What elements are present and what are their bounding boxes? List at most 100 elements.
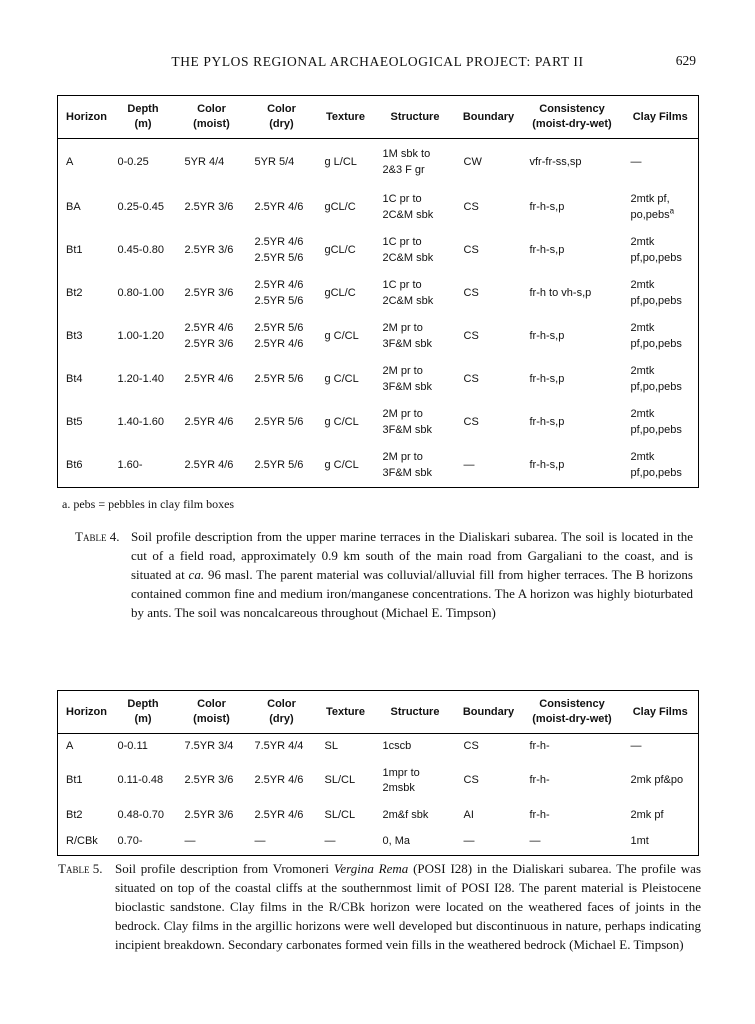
column-header: Depth (m) (127, 698, 159, 725)
column-header: Color (dry) (267, 103, 296, 130)
table-cell: 1mpr to 2msbk (382, 766, 420, 795)
column-header: Consistency (moist-dry-wet) (532, 103, 612, 130)
table-cell: CS (463, 373, 479, 386)
table-cell: Bt4 (66, 373, 83, 386)
table-cell: 2mtk pf, po,pebsa (630, 193, 675, 221)
table-cell: 5YR 5/4 (254, 155, 295, 168)
table-cell: Bt6 (66, 458, 83, 471)
column-header: Horizon (66, 705, 107, 718)
table-row: Bt1 0.45-0.80 2.5YR 3/6 2.5YR 4/6 2.5YR 5/6… (58, 230, 699, 273)
table-cell: — (630, 740, 642, 753)
table-cell: 7.5YR 4/4 (254, 740, 304, 753)
table-cell: 2.5YR 4/6 (254, 774, 304, 787)
table-cell: 2mk pf (630, 808, 664, 821)
table-cell: CS (463, 244, 479, 257)
table-cell: 1.40-1.60 (117, 416, 164, 429)
table-cell: 2.5YR 3/6 (184, 774, 234, 787)
table-cell: 0-0.25 (117, 155, 149, 168)
table-cell: — (324, 835, 336, 848)
table-cell: 1.00-1.20 (117, 330, 164, 343)
column-header: Clay Films (632, 705, 688, 718)
table-cell: 5YR 4/4 (184, 155, 225, 168)
page-title: THE PYLOS REGIONAL ARCHAEOLOGICAL PROJEC… (171, 54, 584, 69)
page-number: 629 (675, 53, 696, 68)
table-row: Bt3 1.00-1.20 2.5YR 4/6 2.5YR 3/6 2.5YR 5/6… (58, 316, 699, 359)
table-cell: fr-h to vh-s,p (529, 287, 592, 300)
table-cell: A (66, 155, 74, 168)
table-row: A 0-0.25 5YR 4/4 5YR 5/4 g L/CL 1M sbk to 2&3… (58, 139, 699, 187)
table-cell: 2.5YR 4/6 (184, 373, 234, 386)
table-cell: fr-h- (529, 808, 550, 821)
column-header: Texture (326, 705, 365, 718)
caption-italic-text: ca. (188, 567, 205, 582)
table-cell: Bt2 (66, 287, 83, 300)
table-cell: 0.11-0.48 (117, 774, 164, 787)
column-header: Clay Films (632, 110, 688, 123)
table-cell: 2.5YR 4/6 (254, 808, 304, 821)
table-cell: 2mtk pf,po,pebs (630, 450, 682, 479)
table-cell: — (463, 458, 475, 471)
table-cell: 2.5YR 3/6 (184, 244, 234, 257)
column-header: Horizon (66, 110, 107, 123)
table-cell: CS (463, 416, 479, 429)
table-cell: 2M pr to 3F&M sbk (382, 450, 433, 479)
table-cell: — (463, 835, 475, 848)
column-header: Color (dry) (267, 698, 296, 725)
table-cell: 1cscb (382, 740, 412, 753)
table-cell: 1C pr to 2C&M sbk (382, 193, 434, 221)
footnote-marker: a (669, 206, 675, 216)
header-row: Horizon Depth (m) Color (moist) Color (dry)… (57, 691, 699, 734)
column-header: Color (moist) (193, 103, 230, 130)
soil-profile-table-4: Horizon Depth (m) Color (moist) Color (dry)… (57, 95, 699, 488)
table-row: Bt2 0.48-0.70 2.5YR 3/6 2.5YR 4/6 SL/CL 2m&f … (58, 802, 699, 829)
table-cell: SL/CL (324, 808, 356, 821)
table5-caption-text: Soil profile description from Vromoneri … (115, 859, 701, 954)
table-cell: — (254, 835, 266, 848)
column-header: Boundary (462, 110, 515, 123)
table-cell: fr-h- (529, 740, 550, 753)
table-cell: fr-h-s,p (529, 416, 565, 429)
table-cell: 1.60- (117, 458, 143, 471)
table-cell: 1.20-1.40 (117, 373, 164, 386)
table-cell: fr-h-s,p (529, 201, 565, 214)
table-cell: 2mtk pf,po,pebs (630, 408, 682, 436)
table-cell: g C/CL (324, 416, 359, 429)
table-cell: CS (463, 201, 479, 214)
table4-caption-text: Soil profile description from the upper … (131, 527, 693, 622)
table-cell: Bt3 (66, 330, 83, 343)
running-head: THE PYLOS REGIONAL ARCHAEOLOGICAL PROJEC… (0, 53, 755, 71)
table-cell: CW (463, 155, 482, 168)
table-cell: 2.5YR 5/6 2.5YR 4/6 (254, 322, 304, 350)
table-cell: 2mk pf&po (630, 774, 684, 787)
table-cell: 2.5YR 3/6 (184, 201, 234, 214)
table-cell: 0.45-0.80 (117, 244, 164, 257)
table-cell: CS (463, 740, 479, 753)
table-cell: fr-h-s,p (529, 330, 565, 343)
caption-text: 96 masl. The parent material was colluvi… (131, 567, 693, 620)
table-cell: Bt1 (66, 774, 83, 787)
table-cell: 0.80-1.00 (117, 287, 164, 300)
table-cell: 2M pr to 3F&M sbk (382, 322, 433, 350)
table-cell: AI (463, 808, 474, 821)
table-cell: Bt5 (66, 416, 83, 429)
column-header: Structure (390, 705, 440, 718)
table-row: Bt2 0.80-1.00 2.5YR 3/6 2.5YR 4/6 2.5YR 5/6… (58, 273, 699, 316)
caption-text: Soil profile description from Vromoneri (115, 861, 334, 876)
table-cell: 2.5YR 5/6 (254, 373, 304, 386)
table-cell: Bt1 (66, 244, 83, 257)
table5-caption-label: Table 5. (58, 861, 103, 876)
table-cell: 2.5YR 4/6 (184, 458, 234, 471)
caption-italic-text: Vergina Rema (333, 861, 409, 876)
table-cell: 2.5YR 4/6 2.5YR 5/6 (254, 279, 304, 307)
table-cell: g C/CL (324, 330, 359, 343)
table-cell: 2.5YR 4/6 (254, 201, 304, 214)
table-row: BA 0.25-0.45 2.5YR 3/6 2.5YR 4/6 gCL/C 1C pr … (58, 187, 699, 230)
table-cell: 0.70- (117, 835, 143, 848)
table-cell: fr-h-s,p (529, 244, 565, 257)
table4-caption-label: Table 4. (75, 529, 120, 544)
table-row: Bt5 1.40-1.60 2.5YR 4/6 2.5YR 5/6 g C/CL 2M p… (58, 402, 699, 445)
table4-footnote: a. pebs = pebbles in clay film boxes (62, 497, 235, 511)
table5-header: Horizon Depth (m) Color (moist) Color (dry)… (57, 691, 699, 734)
table5-body: A 0-0.11 7.5YR 3/4 7.5YR 4/4 SL 1cscb CS fr-h- —… (58, 734, 699, 856)
